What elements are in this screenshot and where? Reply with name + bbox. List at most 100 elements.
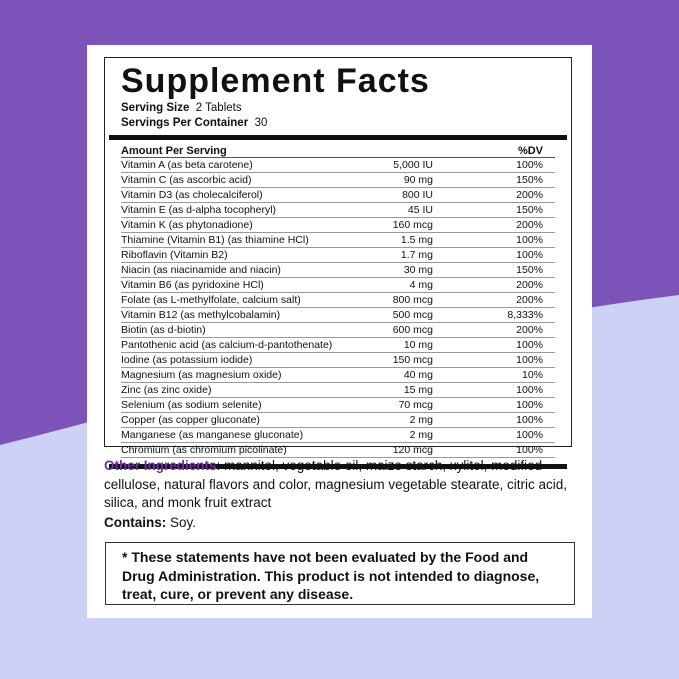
- amount: 120 mcg: [392, 444, 433, 456]
- table-row: Manganese (as manganese gluconate) 2 mg 10…: [121, 428, 555, 443]
- serving-size-label: Serving Size: [121, 102, 190, 114]
- daily-value: 200%: [516, 189, 543, 201]
- nutrient-name: Magnesium (as magnesium oxide): [121, 369, 282, 381]
- column-header: %DV: [517, 145, 543, 157]
- serving-size-value: 2 Tablets: [195, 102, 242, 114]
- daily-value: 100%: [516, 399, 543, 411]
- amount: 30 mg: [403, 264, 433, 276]
- servings-label: Servings Per Container: [121, 117, 249, 129]
- daily-value: 200%: [516, 279, 543, 291]
- other-ingredients-text: : mannitol, vegetable oil, maize starch,…: [104, 458, 567, 510]
- nutrient-name: Chromium (as chromium picolinate): [121, 444, 287, 456]
- daily-value: 8,333%: [507, 309, 543, 321]
- column-header: Amount Per Serving: [121, 145, 227, 157]
- daily-value: 10%: [521, 369, 543, 381]
- table-row: Riboflavin (Vitamin B2) 1.7 mg 100%: [121, 248, 555, 263]
- amount: 2 mg: [409, 429, 433, 441]
- disclaimer: * These statements have not been evaluat…: [105, 542, 575, 605]
- table-header: Amount Per Serving %DV: [121, 140, 555, 158]
- table-row: Vitamin A (as beta carotene) 5,000 IU 100%: [121, 158, 555, 173]
- daily-value: 100%: [516, 384, 543, 396]
- nutrient-name: Vitamin D3 (as cholecalciferol): [121, 189, 263, 201]
- amount: 45 IU: [407, 204, 433, 216]
- amount: 90 mg: [403, 174, 433, 186]
- amount: 15 mg: [403, 384, 433, 396]
- other-ingredients-label: Other Ingredients: [104, 458, 217, 473]
- daily-value: 100%: [516, 429, 543, 441]
- daily-value: 100%: [516, 249, 543, 261]
- table-row: Pantothenic acid (as calcium-d-pantothen…: [121, 338, 555, 353]
- amount: 2 mg: [409, 414, 433, 426]
- nutrient-name: Manganese (as manganese gluconate): [121, 429, 304, 441]
- amount: 70 mcg: [398, 399, 433, 411]
- amount: 5,000 IU: [393, 159, 433, 171]
- daily-value: 100%: [516, 234, 543, 246]
- daily-value: 200%: [516, 219, 543, 231]
- amount: 1.7 mg: [400, 249, 433, 261]
- divider: [109, 135, 567, 140]
- table-row: Biotin (as d-biotin) 600 mcg 200%: [121, 323, 555, 338]
- nutrient-name: Vitamin K (as phytonadione): [121, 219, 253, 231]
- nutrient-name: Niacin (as niacinamide and niacin): [121, 264, 281, 276]
- table-row: Iodine (as potassium iodide) 150 mcg 100%: [121, 353, 555, 368]
- daily-value: 150%: [516, 264, 543, 276]
- table-row: Vitamin K (as phytonadione) 160 mcg 200%: [121, 218, 555, 233]
- table-row: Folate (as L-methylfolate, calcium salt)…: [121, 293, 555, 308]
- daily-value: 200%: [516, 324, 543, 336]
- daily-value: 100%: [516, 414, 543, 426]
- amount: 160 mcg: [392, 219, 433, 231]
- daily-value: 100%: [516, 444, 543, 456]
- nutrient-name: Iodine (as potassium iodide): [121, 354, 253, 366]
- table-row: Zinc (as zinc oxide) 15 mg 100%: [121, 383, 555, 398]
- title: Supplement Facts: [121, 62, 430, 100]
- table-row: Chromium (as chromium picolinate) 120 mcg…: [121, 443, 555, 458]
- nutrient-name: Vitamin B12 (as methylcobalamin): [121, 309, 281, 321]
- table-row: Copper (as copper gluconate) 2 mg 100%: [121, 413, 555, 428]
- amount: 500 mcg: [392, 309, 433, 321]
- amount: 800 IU: [402, 189, 433, 201]
- nutrient-name: Zinc (as zinc oxide): [121, 384, 212, 396]
- amount: 150 mcg: [392, 354, 433, 366]
- facts-panel: Supplement Facts Serving Size 2 Tablets …: [104, 57, 572, 469]
- daily-value: 100%: [516, 339, 543, 351]
- table-row: Vitamin D3 (as cholecalciferol) 800 IU 200…: [121, 188, 555, 203]
- table-row: Vitamin E (as d-alpha tocopheryl) 45 IU 15…: [121, 203, 555, 218]
- table-row: Vitamin C (as ascorbic acid) 90 mg 150%: [121, 173, 555, 188]
- table-row: Niacin (as niacinamide and niacin) 30 mg 1…: [121, 263, 555, 278]
- servings-value: 30: [254, 117, 268, 129]
- table-row: Selenium (as sodium selenite) 70 mcg 100%: [121, 398, 555, 413]
- table-row: Vitamin B12 (as methylcobalamin) 500 mcg 8…: [121, 308, 555, 323]
- amount: 40 mg: [403, 369, 433, 381]
- amount: 4 mg: [409, 279, 433, 291]
- daily-value: 150%: [516, 174, 543, 186]
- daily-value: 200%: [516, 294, 543, 306]
- nutrient-name: Vitamin A (as beta carotene): [121, 159, 253, 171]
- table-row: Thiamine (Vitamin B1) (as thiamine HCl) 1…: [121, 233, 555, 248]
- nutrient-name: Vitamin B6 (as pyridoxine HCl): [121, 279, 264, 291]
- table-row: Vitamin B6 (as pyridoxine HCl) 4 mg 200%: [121, 278, 555, 293]
- daily-value: 100%: [516, 354, 543, 366]
- contains-text: Soy.: [170, 515, 197, 530]
- nutrient-name: Riboflavin (Vitamin B2): [121, 249, 228, 261]
- nutrient-name: Copper (as copper gluconate): [121, 414, 260, 426]
- amount: 10 mg: [403, 339, 433, 351]
- daily-value: 100%: [516, 159, 543, 171]
- contains: Contains: Soy.: [104, 515, 196, 530]
- amount: 600 mcg: [392, 324, 433, 336]
- nutrient-name: Folate (as L-methylfolate, calcium salt): [121, 294, 301, 306]
- nutrient-name: Vitamin E (as d-alpha tocopheryl): [121, 204, 277, 216]
- nutrient-name: Thiamine (Vitamin B1) (as thiamine HCl): [121, 234, 309, 246]
- nutrient-name: Biotin (as d-biotin): [121, 324, 206, 336]
- amount: 1.5 mg: [400, 234, 433, 246]
- nutrient-name: Pantothenic acid (as calcium-d-pantothen…: [121, 339, 333, 351]
- other-ingredients: Other Ingredients: mannitol, vegetable o…: [104, 457, 574, 513]
- amount: 800 mcg: [392, 294, 433, 306]
- label-card: Supplement Facts Serving Size 2 Tablets …: [87, 45, 592, 618]
- serving-size: Serving Size 2 Tablets: [121, 101, 555, 116]
- divider: [109, 464, 567, 469]
- contains-label: Contains:: [104, 515, 167, 530]
- nutrient-name: Selenium (as sodium selenite): [121, 399, 262, 411]
- servings: Servings Per Container 30: [121, 116, 555, 131]
- table-body: Vitamin A (as beta carotene) 5,000 IU 100%…: [121, 158, 555, 458]
